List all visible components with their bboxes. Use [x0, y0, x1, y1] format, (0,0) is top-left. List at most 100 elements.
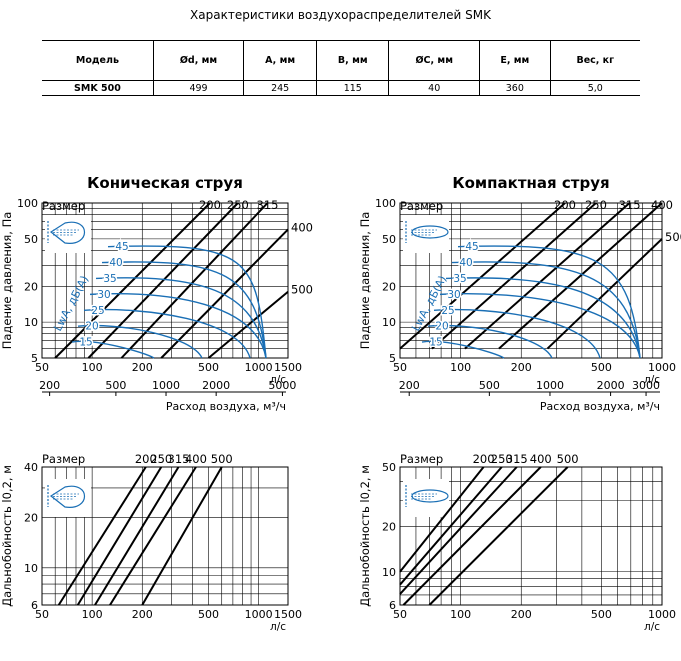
series-line-500	[428, 466, 569, 606]
y-axis-label: Дальнобойность l0,2, м	[358, 465, 372, 607]
x-tick-label: 50	[35, 361, 49, 374]
series-label-200: 200	[554, 198, 576, 212]
series-line-250	[87, 202, 239, 359]
x2-tick-label: 5000	[268, 379, 296, 392]
y-tick-label: 6	[389, 599, 396, 612]
chart-title: Коническая струя	[87, 174, 243, 192]
noise-curve	[77, 324, 203, 359]
icon-background	[403, 479, 449, 517]
x-tick-label: 1000	[245, 608, 273, 621]
series-line-250	[399, 466, 503, 586]
noise-label-35: 35	[453, 273, 466, 285]
series-label-200: 200	[199, 198, 221, 212]
y-tick-label: 50	[382, 461, 396, 474]
noise-label-35: 35	[103, 273, 116, 285]
chart-2: Компактная струя Размер 200 250 315 400 500 15 2…	[358, 174, 681, 413]
series-line-200	[57, 466, 147, 606]
x-tick-label: 500	[198, 608, 219, 621]
x-tick-label: 1000	[648, 361, 676, 374]
table-cell: 499	[152, 80, 244, 96]
y-tick-label: 100	[17, 197, 38, 210]
y-axis-label: Падение давления, Па	[0, 212, 14, 350]
y-tick-label: 20	[382, 521, 396, 534]
icon-background	[403, 215, 449, 253]
y-tick-label: 6	[31, 599, 38, 612]
x-tick-label: 200	[511, 608, 532, 621]
series-line-315	[120, 202, 269, 359]
noise-label-40: 40	[459, 257, 472, 269]
x2-tick-label: 1000	[536, 379, 564, 392]
noise-curve	[101, 261, 267, 359]
noise-curve	[71, 340, 155, 359]
series-label-400: 400	[291, 220, 313, 234]
noise-curve	[457, 245, 641, 359]
noise-label-40: 40	[109, 257, 122, 269]
x2-tick-label: 2000	[597, 379, 625, 392]
x2-axis-label: Расход воздуха, м³/ч	[540, 400, 660, 413]
plot-frame	[399, 466, 663, 606]
x-axis-unit: л/с	[270, 621, 286, 633]
x2-tick-label: 200	[399, 379, 420, 392]
y-tick-label: 100	[375, 197, 396, 210]
table-header-row: Модель Ød, мм A, мм B, мм ØC, мм E, мм В…	[42, 40, 640, 81]
noise-curve	[95, 277, 267, 359]
icon-jet-compact	[411, 225, 449, 239]
x-tick-label: 50	[393, 361, 407, 374]
noise-curve	[439, 293, 641, 359]
chart-title: Компактная струя	[452, 174, 609, 192]
noise-curve	[83, 308, 251, 359]
noise-label-45: 45	[115, 241, 128, 253]
column-header: Ød, мм	[152, 40, 244, 81]
x2-tick-label: 2000	[202, 379, 230, 392]
x-tick-label: 50	[35, 608, 49, 621]
series-line-400	[160, 228, 289, 359]
series-label-250: 250	[150, 452, 172, 466]
series-line-400	[402, 466, 542, 606]
series-line-250	[76, 466, 163, 606]
icon-jet-cone	[49, 221, 86, 244]
x-axis-unit: л/с	[270, 374, 286, 386]
y-tick-label: 10	[24, 316, 38, 329]
series-label-200: 200	[135, 452, 157, 466]
noise-label-25: 25	[441, 305, 454, 317]
noise-curve	[451, 261, 641, 359]
series-label-200: 200	[473, 452, 495, 466]
series-label-250: 250	[585, 198, 607, 212]
noise-curve	[421, 340, 505, 359]
series-label-400: 400	[651, 198, 673, 212]
y-tick-label: 50	[24, 233, 38, 246]
y-tick-label: 20	[24, 511, 38, 524]
x-axis-unit: л/с	[644, 621, 660, 633]
x-tick-label: 100	[450, 608, 471, 621]
x-axis-unit: л/с	[644, 374, 660, 386]
diffuser-compact-jet-icon	[403, 479, 449, 517]
series-label-500: 500	[557, 452, 579, 466]
series-line-315	[399, 466, 518, 595]
column-header: ØC, мм	[388, 40, 480, 81]
spec-table: Модель Ød, мм A, мм B, мм ØC, мм E, мм В…	[42, 40, 640, 96]
series-line-250	[431, 202, 597, 350]
y-tick-label: 40	[24, 461, 38, 474]
icon-jet-cone	[49, 485, 86, 508]
table-cell: SMK 500	[42, 80, 154, 96]
series-line-500	[546, 238, 663, 350]
series-label-250: 250	[227, 198, 249, 212]
plot-frame	[41, 466, 289, 606]
x-tick-label: 1500	[274, 608, 302, 621]
series-label-315: 315	[257, 198, 279, 212]
y-tick-label: 50	[382, 233, 396, 246]
x-tick-label: 500	[591, 608, 612, 621]
x2-tick-label: 1000	[152, 379, 180, 392]
noise-label-20: 20	[85, 321, 98, 333]
column-header: E, мм	[479, 40, 551, 81]
noise-curve	[89, 293, 267, 359]
y-axis-label: Падение давления, Па	[358, 212, 372, 350]
series-label-500: 500	[665, 230, 681, 244]
size-label: Размер	[42, 452, 85, 466]
size-label: Размер	[42, 199, 85, 213]
noise-label-30: 30	[97, 289, 110, 301]
size-label: Размер	[400, 199, 443, 213]
table-cell: 5,0	[549, 80, 640, 96]
